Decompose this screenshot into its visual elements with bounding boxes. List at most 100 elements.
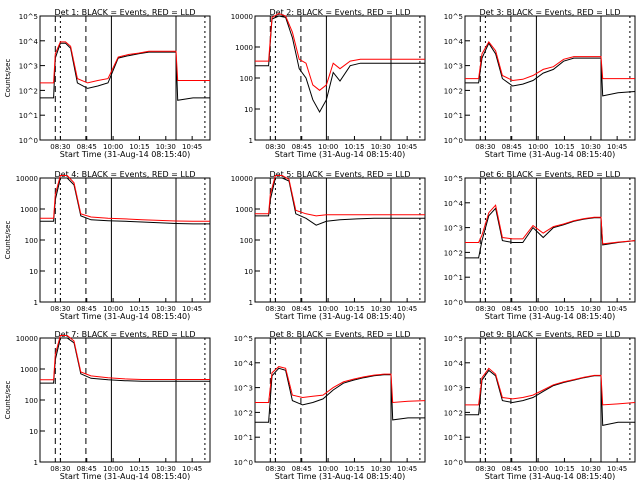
x-tick-label: 08:30 — [265, 305, 285, 313]
chart-det-2: Det 2: BLACK = Events, RED = LLD 1 10 100 10… — [231, 8, 426, 159]
plot-frame — [39, 15, 211, 141]
x-tick-label: 10:45 — [607, 143, 627, 151]
plot-frame — [254, 15, 426, 141]
y-tick-label: 1000 — [20, 206, 38, 214]
series-lld — [465, 367, 636, 406]
series-events — [255, 367, 425, 423]
chart-title: Det 2: BLACK = Events, RED = LLD — [270, 8, 411, 17]
x-tick-label: 10:45 — [182, 465, 202, 473]
series-lld — [465, 204, 636, 245]
y-tick-label: 10^0 — [444, 137, 463, 145]
chart-det-8: Det 8: BLACK = Events, RED = LLD 10^0 10^1… — [234, 330, 426, 480]
x-tick-label: 08:45 — [292, 465, 312, 473]
x-tick-label: 10:30 — [371, 143, 391, 151]
x-tick-label: 10:30 — [581, 305, 601, 313]
y-tick-label: 10^3 — [234, 385, 253, 393]
x-tick-label: 10:45 — [397, 143, 417, 151]
y-tick-label: 10^2 — [444, 409, 463, 417]
y-tick-label: 10^3 — [19, 63, 38, 71]
chart-det-3: Det 3: BLACK = Events, RED = LLD 10^0 10^1… — [444, 8, 636, 159]
plot-frame — [464, 337, 636, 463]
y-tick-label: 10 — [29, 268, 38, 276]
y-tick-label: 10^5 — [444, 175, 463, 183]
x-axis-label: Start Time (31-Aug-14 08:15:40) — [485, 150, 616, 159]
plot-frame — [39, 337, 211, 463]
chart-det-5: Det 5: BLACK = Events, RED = LLD 1 10 100 10… — [231, 170, 426, 321]
y-tick-label: 10000 — [16, 335, 38, 343]
x-tick-label: 10:15 — [344, 143, 364, 151]
y-tick-label: 10^2 — [444, 249, 463, 257]
x-tick-label: 10:15 — [344, 305, 364, 313]
x-tick-label: 08:30 — [50, 465, 70, 473]
series-events — [465, 42, 636, 97]
x-tick-label: 10:45 — [397, 465, 417, 473]
x-tick-label: 10:15 — [344, 465, 364, 473]
y-tick-label: 10^1 — [234, 434, 253, 442]
series-events — [40, 42, 210, 101]
x-tick-label: 10:30 — [581, 465, 601, 473]
x-tick-label: 10:00 — [528, 305, 548, 313]
y-tick-label: 10^2 — [19, 87, 38, 95]
y-tick-label: 10^1 — [19, 112, 38, 120]
y-tick-label: 10^0 — [19, 137, 38, 145]
chart-det-1: Det 1: BLACK = Events, RED = LLD 10^0 10^1… — [4, 8, 211, 159]
y-tick-label: 10000 — [231, 175, 253, 183]
series-lld — [465, 41, 635, 82]
y-tick-label: 10^2 — [234, 409, 253, 417]
chart-title: Det 6: BLACK = Events, RED = LLD — [480, 170, 621, 179]
x-tick-label: 08:30 — [475, 465, 495, 473]
y-tick-label: 10^4 — [234, 360, 254, 368]
x-tick-label: 08:45 — [502, 465, 522, 473]
x-tick-label: 08:45 — [292, 143, 312, 151]
chart-title: Det 1: BLACK = Events, RED = LLD — [55, 8, 196, 17]
x-tick-label: 08:45 — [502, 143, 522, 151]
x-tick-label: 10:00 — [103, 305, 123, 313]
y-tick-label: 100 — [240, 75, 253, 83]
x-tick-label: 08:30 — [265, 143, 285, 151]
y-tick-label: 1 — [34, 459, 38, 467]
plot-frame — [464, 177, 636, 303]
y-axis-label: Counts/sec — [4, 221, 12, 260]
y-tick-label: 10^3 — [444, 385, 463, 393]
y-tick-label: 10^0 — [444, 299, 463, 307]
y-tick-label: 10^4 — [19, 38, 39, 46]
x-tick-label: 10:30 — [371, 465, 391, 473]
y-tick-label: 10^4 — [444, 200, 464, 208]
series-events — [40, 337, 210, 384]
x-tick-label: 10:30 — [156, 143, 176, 151]
y-tick-label: 10^2 — [444, 87, 463, 95]
chart-det-9: Det 9: BLACK = Events, RED = LLD 10^0 10^1… — [444, 330, 636, 480]
y-tick-label: 10^5 — [19, 13, 38, 21]
y-tick-label: 10 — [244, 106, 253, 114]
y-tick-label: 1000 — [20, 366, 38, 374]
x-tick-label: 10:15 — [554, 143, 574, 151]
x-tick-label: 08:30 — [50, 305, 70, 313]
y-tick-label: 10000 — [231, 13, 253, 21]
y-tick-label: 10 — [244, 268, 253, 276]
x-tick-label: 10:15 — [129, 143, 149, 151]
y-tick-label: 10^0 — [234, 459, 253, 467]
x-tick-label: 10:15 — [129, 305, 149, 313]
chart-title: Det 3: BLACK = Events, RED = LLD — [480, 8, 621, 17]
x-tick-label: 10:45 — [397, 305, 417, 313]
series-lld — [40, 175, 210, 222]
y-tick-label: 10^4 — [444, 360, 464, 368]
x-axis-label: Start Time (31-Aug-14 08:15:40) — [275, 150, 406, 159]
y-tick-label: 1000 — [235, 206, 253, 214]
x-tick-label: 10:00 — [528, 465, 548, 473]
y-tick-label: 100 — [240, 237, 253, 245]
x-axis-label: Start Time (31-Aug-14 08:15:40) — [60, 472, 191, 480]
x-tick-label: 10:00 — [103, 465, 123, 473]
y-tick-label: 10^1 — [444, 112, 463, 120]
chart-title: Det 8: BLACK = Events, RED = LLD — [270, 330, 411, 339]
series-lld — [40, 335, 210, 381]
x-tick-label: 10:30 — [156, 305, 176, 313]
y-tick-label: 10^3 — [444, 225, 463, 233]
x-tick-label: 10:00 — [318, 305, 338, 313]
x-axis-label: Start Time (31-Aug-14 08:15:40) — [275, 472, 406, 480]
x-tick-label: 10:45 — [182, 305, 202, 313]
series-events — [255, 15, 425, 114]
chart-title: Det 4: BLACK = Events, RED = LLD — [55, 170, 196, 179]
y-tick-label: 10^1 — [444, 434, 463, 442]
